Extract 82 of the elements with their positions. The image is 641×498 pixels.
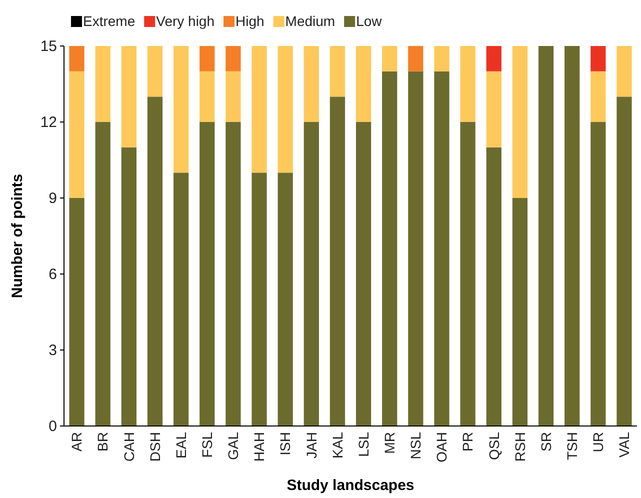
bar <box>278 172 293 426</box>
bar <box>616 96 632 426</box>
bar <box>512 198 528 426</box>
x-tick-label: FSL <box>199 432 216 458</box>
bar <box>382 71 398 426</box>
x-tick-label: GAL <box>225 432 242 460</box>
bar <box>69 71 84 198</box>
x-tick-label: HAH <box>251 432 268 462</box>
bar <box>200 122 215 426</box>
bar <box>408 46 424 72</box>
bar <box>173 172 189 426</box>
bar <box>147 96 163 426</box>
y-tick-label: 6 <box>48 266 57 283</box>
x-tick-label: MR <box>382 432 398 454</box>
x-tick-label: OAH <box>434 432 450 462</box>
x-axis-title: Study landscapes <box>286 477 414 494</box>
bar <box>616 46 632 97</box>
bar <box>226 71 241 122</box>
bar <box>304 122 319 426</box>
x-tick-label: NSL <box>408 432 424 460</box>
bar <box>486 46 502 72</box>
bar <box>434 71 450 426</box>
y-tick-label: 15 <box>40 38 57 55</box>
x-tick-label: EAL <box>172 432 189 458</box>
bar <box>330 46 346 97</box>
bar <box>121 46 136 148</box>
bar <box>408 71 424 426</box>
bar <box>95 122 110 426</box>
x-tick-label: TSH <box>564 432 580 460</box>
x-tick-label: DSH <box>146 432 163 462</box>
x-tick-label: CAH <box>120 432 137 462</box>
bar <box>356 46 372 122</box>
y-tick-label: 12 <box>40 114 57 131</box>
y-axis-title: Number of points <box>9 174 26 298</box>
bar <box>173 46 189 173</box>
legend-label: Very high <box>156 13 214 29</box>
y-tick-label: 0 <box>48 418 57 435</box>
x-tick-label: VAL <box>616 432 632 458</box>
x-tick-label: AR <box>68 432 85 452</box>
x-tick-label: BR <box>94 432 111 452</box>
bar <box>278 46 293 173</box>
x-tick-label: QSL <box>486 432 502 460</box>
bar <box>121 147 136 426</box>
x-tick-label: KAL <box>329 432 346 458</box>
bar <box>382 46 398 72</box>
bar <box>486 71 502 148</box>
legend-label: High <box>236 13 264 29</box>
legend-label: Medium <box>285 13 336 29</box>
x-tick-label: PR <box>460 432 476 452</box>
bar <box>590 46 606 72</box>
x-tick-label: UR <box>590 432 606 452</box>
bar <box>226 46 241 72</box>
x-tick-label: LSL <box>355 432 372 457</box>
bar <box>252 46 267 173</box>
bar <box>590 71 606 122</box>
bar <box>69 198 84 426</box>
bar <box>460 46 476 122</box>
bar <box>304 46 319 122</box>
bar <box>512 46 528 198</box>
bar <box>95 46 110 122</box>
x-tick-label: RSH <box>512 432 528 462</box>
bar <box>200 46 215 72</box>
x-tick-label: ISH <box>277 432 294 456</box>
bar <box>200 71 215 122</box>
bar <box>590 122 606 426</box>
legend-label: Low <box>356 13 383 29</box>
bar <box>486 147 502 426</box>
bar <box>460 122 476 426</box>
bar <box>147 46 163 97</box>
bar <box>330 96 346 426</box>
bar <box>69 46 84 72</box>
bar <box>564 46 580 426</box>
bar <box>226 122 241 426</box>
bar <box>356 122 372 426</box>
y-tick-label: 9 <box>48 190 57 207</box>
legend-label: Extreme <box>83 13 136 29</box>
x-tick-label: JAH <box>303 432 320 458</box>
bar <box>252 172 267 426</box>
bar <box>538 46 554 426</box>
bar <box>434 46 450 72</box>
y-tick-label: 3 <box>48 342 57 359</box>
x-tick-label: SR <box>538 432 554 452</box>
